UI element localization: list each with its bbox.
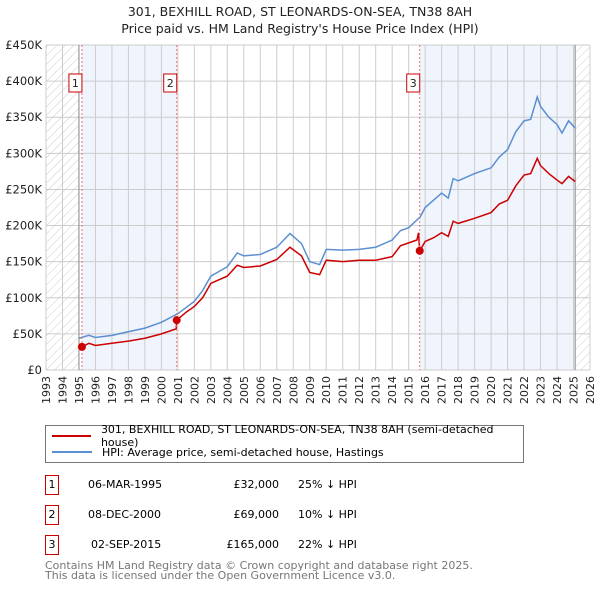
sale-point xyxy=(77,342,86,351)
x-tick-label: 2011 xyxy=(337,376,350,404)
x-tick-label: 2026 xyxy=(584,376,597,404)
x-tick-label: 2018 xyxy=(452,376,465,404)
x-tick-label: 2015 xyxy=(403,376,416,404)
marker-badge: 2 xyxy=(45,505,59,525)
x-tick-label: 2007 xyxy=(271,376,284,404)
sale-label-box xyxy=(163,73,178,93)
x-tick-label: 2020 xyxy=(485,376,498,404)
price: £165,000 xyxy=(226,538,280,551)
legend-red-swatch xyxy=(52,435,91,437)
footer-line: This data is licensed under the Open Gov… xyxy=(45,569,396,582)
x-tick-label: 2012 xyxy=(353,376,366,404)
x-tick-label: 2009 xyxy=(304,376,317,404)
price: £69,000 xyxy=(233,508,280,521)
sale-point xyxy=(415,246,424,255)
transaction-row: 1 06-MAR-1995 £32,000 25% ↓ HPI xyxy=(45,475,545,495)
price-paid-line xyxy=(81,156,576,348)
transaction-row: 2 08-DEC-2000 £69,000 10% ↓ HPI xyxy=(45,505,545,525)
chart-legend: 301, BEXHILL ROAD, ST LEONARDS-ON-SEA, T… xyxy=(45,423,524,463)
x-tick-label: 2010 xyxy=(320,376,333,404)
y-tick-label: £100K xyxy=(5,291,42,305)
hatched-region xyxy=(575,45,590,370)
transaction-row: 3 02-SEP-2015 £165,000 22% ↓ HPI xyxy=(45,535,545,555)
x-tick-label: 2008 xyxy=(287,376,300,404)
x-tick-label: 2005 xyxy=(238,376,251,404)
x-tick-label: 2003 xyxy=(205,376,218,404)
chart-title: 301, BEXHILL ROAD, ST LEONARDS-ON-SEA, T… xyxy=(127,4,473,19)
y-tick-label: £200K xyxy=(5,219,42,233)
price: £32,000 xyxy=(233,478,280,491)
y-tick-label: £300K xyxy=(5,146,42,160)
date: 08-DEC-2000 xyxy=(88,508,162,521)
x-tick-label: 2013 xyxy=(370,376,383,404)
x-tick-label: 1996 xyxy=(89,376,102,404)
x-tick-label: 2023 xyxy=(535,376,548,404)
sale-label: 3 xyxy=(410,77,417,90)
x-tick-label: 1993 xyxy=(40,376,53,404)
y-tick-label: £150K xyxy=(5,255,42,269)
hpi-diff: 10% ↓ HPI xyxy=(298,508,357,521)
marker-badge: 3 xyxy=(45,535,59,555)
legend-property: 301, BEXHILL ROAD, ST LEONARDS-ON-SEA, T… xyxy=(100,423,494,449)
date: 06-MAR-1995 xyxy=(88,478,163,491)
y-tick-label: £450K xyxy=(5,38,42,52)
x-tick-label: 2014 xyxy=(386,376,399,404)
x-tick-label: 1998 xyxy=(122,376,135,404)
y-tick-label: £250K xyxy=(5,182,42,196)
x-tick-label: 1999 xyxy=(139,376,152,404)
x-tick-label: 2017 xyxy=(436,376,449,404)
footer: Contains HM Land Registry data © Crown c… xyxy=(45,559,473,582)
sale-label: 1 xyxy=(72,77,79,90)
x-tick-label: 2024 xyxy=(551,376,564,404)
x-tick-label: 2019 xyxy=(469,376,482,404)
x-tick-label: 1995 xyxy=(73,376,86,404)
x-tick-label: 1997 xyxy=(106,376,119,404)
marker-badge: 1 xyxy=(45,475,59,495)
legend-blue-swatch xyxy=(52,451,92,453)
x-tick-label: 2016 xyxy=(419,376,432,404)
x-tick-label: 2001 xyxy=(172,376,185,404)
x-tick-label: 2025 xyxy=(568,376,581,404)
hpi-diff: 22% ↓ HPI xyxy=(298,538,357,551)
sale-label-box xyxy=(406,73,421,93)
legend-hpi: HPI: Average price, semi-detached house,… xyxy=(102,445,384,459)
date: 02-SEP-2015 xyxy=(91,538,162,551)
x-tick-label: 2006 xyxy=(254,376,267,404)
y-tick-label: £50K xyxy=(13,327,43,341)
y-tick-label: £400K xyxy=(5,74,42,88)
y-tick-label: £0 xyxy=(27,363,42,377)
y-tick-label: £350K xyxy=(5,110,42,124)
chart-subtitle: Price paid vs. HM Land Registry's House … xyxy=(121,21,479,36)
shaded-period xyxy=(419,45,576,370)
sale-point xyxy=(172,316,181,325)
footer-line: Contains HM Land Registry data © Crown c… xyxy=(45,559,473,572)
x-tick-label: 2000 xyxy=(155,376,168,404)
x-tick-label: 2021 xyxy=(502,376,515,404)
sale-label: 2 xyxy=(167,77,174,90)
x-tick-label: 1994 xyxy=(56,376,69,404)
hpi-line xyxy=(78,94,576,339)
x-tick-label: 2002 xyxy=(188,376,201,404)
sale-label-box xyxy=(68,73,83,93)
x-tick-label: 2022 xyxy=(518,376,531,404)
x-tick-label: 2004 xyxy=(221,376,234,404)
hpi-diff: 25% ↓ HPI xyxy=(298,478,357,491)
